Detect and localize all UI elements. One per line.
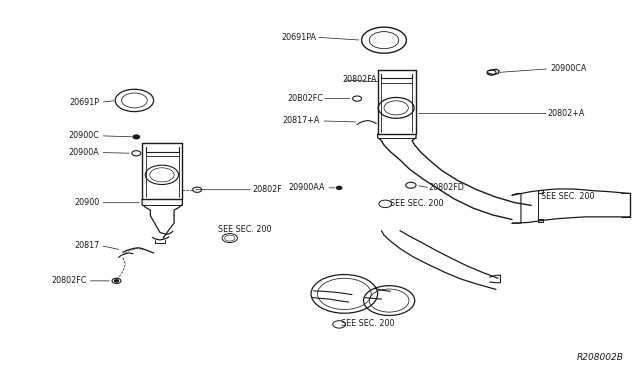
Text: SEE SEC. 200: SEE SEC. 200 xyxy=(390,199,444,208)
Text: 20802+A: 20802+A xyxy=(547,109,584,118)
Text: 20900CA: 20900CA xyxy=(550,64,587,73)
Text: 20691PA: 20691PA xyxy=(282,33,317,42)
Text: 20B02FC: 20B02FC xyxy=(287,94,323,103)
Text: SEE SEC. 200: SEE SEC. 200 xyxy=(341,319,395,328)
Text: 20900A: 20900A xyxy=(68,148,99,157)
Circle shape xyxy=(337,186,342,189)
Text: 20691P: 20691P xyxy=(69,98,99,107)
Text: 20802FA: 20802FA xyxy=(342,76,377,84)
Text: R208002B: R208002B xyxy=(577,353,624,362)
Text: 20900C: 20900C xyxy=(68,131,99,140)
Text: 20817+A: 20817+A xyxy=(283,116,320,125)
Text: 20802F: 20802F xyxy=(253,185,282,194)
Text: 20900AA: 20900AA xyxy=(289,183,325,192)
Text: 20900: 20900 xyxy=(74,198,99,207)
Text: 20802FD: 20802FD xyxy=(429,183,465,192)
Text: SEE SEC. 200: SEE SEC. 200 xyxy=(541,192,595,201)
Text: 20817: 20817 xyxy=(74,241,99,250)
Text: 20802FC: 20802FC xyxy=(51,276,86,285)
Text: SEE SEC. 200: SEE SEC. 200 xyxy=(218,225,271,234)
Circle shape xyxy=(133,135,140,139)
Circle shape xyxy=(115,280,118,282)
